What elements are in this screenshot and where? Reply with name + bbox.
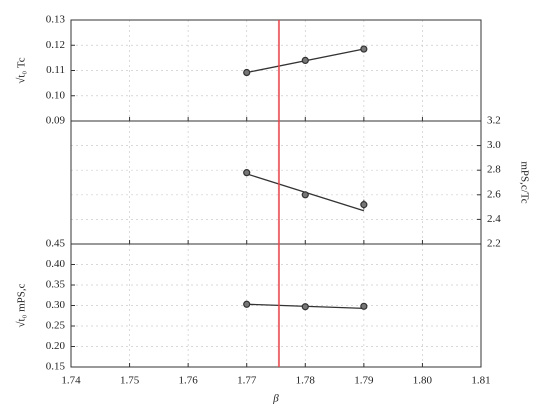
y-tick-label: 3.2	[487, 115, 501, 127]
panel-frame	[70, 243, 482, 368]
y-tick-label: 0.12	[46, 39, 65, 51]
x-tick-label: 1.77	[237, 375, 257, 387]
x-tick-label: 1.78	[296, 375, 316, 387]
y-tick-label: 0.45	[46, 238, 66, 250]
y-tick-label: 0.25	[46, 320, 66, 332]
data-point	[243, 68, 251, 77]
data-point	[360, 201, 368, 209]
y-tick-label: 2.2	[487, 238, 501, 250]
y-tick-label: 0.11	[46, 64, 65, 76]
data-point	[243, 169, 251, 177]
y-tick-label: 0.40	[46, 258, 66, 270]
y-tick-label: 0.30	[46, 299, 66, 311]
data-point	[243, 300, 251, 308]
x-tick-label: 1.81	[471, 375, 490, 387]
data-point	[301, 56, 309, 65]
y-tick-label: 2.8	[487, 164, 501, 176]
y-tick-label: 3.0	[487, 139, 501, 151]
y-tick-label: 2.4	[487, 213, 501, 225]
x-axis-label: β	[272, 393, 279, 405]
y-axis-label: √t₀ Tc	[16, 57, 28, 83]
y-tick-label: 0.15	[46, 361, 66, 373]
x-tick-label: 1.79	[354, 375, 374, 387]
y-tick-label: 2.6	[487, 188, 501, 200]
y-tick-label: 0.10	[46, 89, 66, 101]
data-point	[301, 191, 309, 199]
y-axis-label: √t₀ mPS,c	[16, 283, 28, 327]
y-tick-label: 0.35	[46, 279, 66, 291]
y-axis-label: mPS,c/Tc	[518, 161, 530, 203]
y-tick-label: 0.13	[46, 14, 66, 26]
x-tick-label: 1.75	[120, 375, 140, 387]
x-tick-label: 1.80	[413, 375, 433, 387]
data-point	[360, 302, 368, 310]
x-tick-label: 1.76	[179, 375, 199, 387]
data-point	[360, 45, 368, 53]
y-tick-label: 0.09	[46, 115, 66, 127]
y-tick-label: 0.20	[46, 340, 66, 352]
data-point	[301, 303, 309, 311]
x-tick-label: 1.74	[61, 375, 81, 387]
